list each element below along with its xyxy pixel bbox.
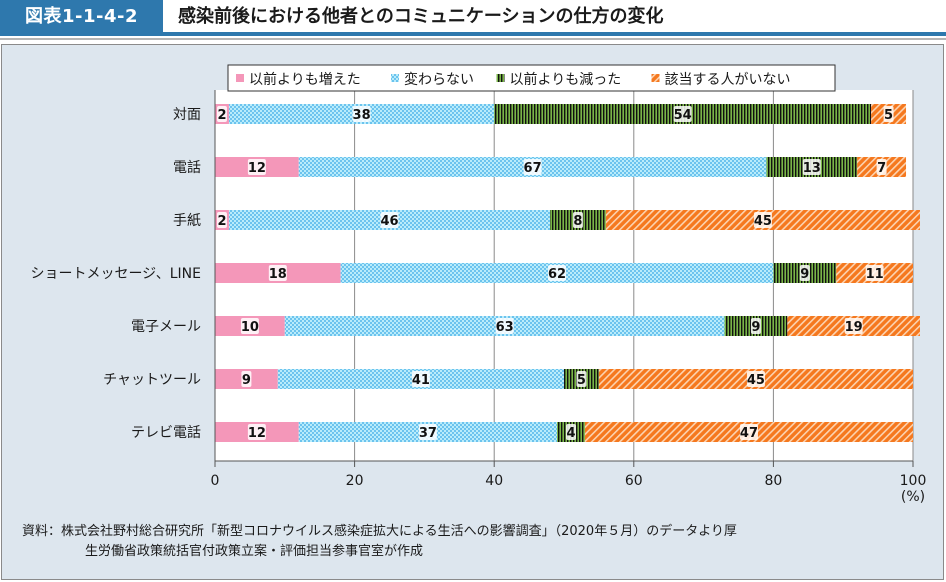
- value-label-bg: [753, 212, 772, 228]
- category-label: チャットツール: [103, 372, 201, 388]
- legend-swatch: [236, 74, 244, 82]
- legend-label: 該当する人がいない: [665, 72, 791, 88]
- value-label-bg: [802, 159, 821, 175]
- value-label: 62: [548, 267, 566, 282]
- x-tick-label: 20: [346, 473, 364, 489]
- value-label-bg: [411, 371, 430, 387]
- legend-box: [227, 64, 836, 92]
- category-label: ショートメッセージ、LINE: [30, 266, 201, 282]
- value-label-bg: [673, 106, 692, 122]
- x-unit-label: (%): [901, 489, 925, 505]
- legend-swatch: [496, 74, 505, 82]
- title-divider: [0, 38, 946, 40]
- x-tick-label: 80: [764, 473, 782, 489]
- legend-swatch: [391, 74, 399, 82]
- value-label-bg: [268, 265, 287, 281]
- source-line-2: 生労働省政策統括官付政策立案・評価担当参事官室が作成: [85, 544, 424, 559]
- x-tick-label: 0: [211, 473, 220, 489]
- value-label-bg: [418, 424, 437, 440]
- value-label-bg: [241, 371, 252, 387]
- value-label-bg: [883, 106, 894, 122]
- value-label-bg: [247, 159, 266, 175]
- value-label: 46: [380, 214, 398, 229]
- value-label: 5: [884, 108, 893, 123]
- value-label-bg: [572, 212, 583, 228]
- value-label: 47: [740, 426, 758, 441]
- x-tick-label: 40: [485, 473, 503, 489]
- value-label: 7: [877, 161, 886, 176]
- value-label-bg: [565, 424, 576, 440]
- value-label-bg: [548, 265, 567, 281]
- figure-title: 感染前後における他者とのコミュニケーションの仕方の変化: [178, 6, 664, 27]
- value-label: 37: [419, 426, 437, 441]
- value-label-bg: [876, 159, 887, 175]
- legend-label: 以前よりも増えた: [249, 71, 361, 88]
- value-label: 12: [248, 161, 266, 176]
- value-label: 38: [353, 108, 371, 123]
- value-label: 11: [866, 267, 884, 282]
- category-label: 手紙: [173, 213, 201, 229]
- legend-swatch: [651, 74, 660, 82]
- value-label: 9: [800, 267, 809, 282]
- value-label-bg: [739, 424, 758, 440]
- value-label: 54: [674, 108, 692, 123]
- x-tick-label: 100: [900, 473, 927, 489]
- value-label: 67: [524, 161, 542, 176]
- value-label: 9: [751, 320, 760, 335]
- category-label: 電話: [173, 159, 201, 176]
- value-label-bg: [216, 212, 227, 228]
- legend-label: 以前よりも減った: [510, 71, 622, 88]
- value-label: 2: [217, 108, 226, 123]
- value-label-bg: [380, 212, 399, 228]
- source-line-1: 資料：株式会社野村総合研究所「新型コロナウイルス感染症拡大による生活への影響調査…: [22, 524, 737, 539]
- value-label: 63: [496, 320, 514, 335]
- value-label-bg: [240, 318, 259, 334]
- value-label: 2: [217, 214, 226, 229]
- value-label-bg: [216, 106, 227, 122]
- title-bar: 図表1-1-4-2 感染前後における他者とのコミュニケーションの仕方の変化: [0, 0, 946, 36]
- value-label-bg: [247, 424, 266, 440]
- source-note: 資料：株式会社野村総合研究所「新型コロナウイルス感染症拡大による生活への影響調査…: [22, 522, 737, 562]
- value-label-bg: [746, 371, 765, 387]
- value-label: 9: [242, 373, 251, 388]
- value-label: 45: [747, 373, 765, 388]
- value-label-bg: [865, 265, 884, 281]
- value-label-bg: [844, 318, 863, 334]
- category-label: 対面: [173, 107, 201, 123]
- category-label: テレビ電話: [131, 424, 201, 441]
- value-label: 8: [573, 214, 582, 229]
- value-label: 4: [566, 426, 575, 441]
- x-tick-label: 60: [625, 473, 643, 489]
- value-label: 18: [269, 267, 287, 282]
- figure-number: 図表1-1-4-2: [0, 0, 163, 36]
- value-label-bg: [495, 318, 514, 334]
- value-label-bg: [750, 318, 761, 334]
- value-label-bg: [352, 106, 371, 122]
- value-label: 10: [241, 320, 259, 335]
- value-label: 13: [803, 161, 821, 176]
- value-label-bg: [576, 371, 587, 387]
- value-label: 5: [577, 373, 586, 388]
- value-label-bg: [523, 159, 542, 175]
- legend-label: 変わらない: [404, 71, 474, 88]
- value-label: 12: [248, 426, 266, 441]
- value-label: 19: [845, 320, 863, 335]
- value-label: 41: [412, 373, 430, 388]
- value-label: 45: [754, 214, 772, 229]
- category-label: 電子メール: [131, 319, 201, 335]
- value-label-bg: [799, 265, 810, 281]
